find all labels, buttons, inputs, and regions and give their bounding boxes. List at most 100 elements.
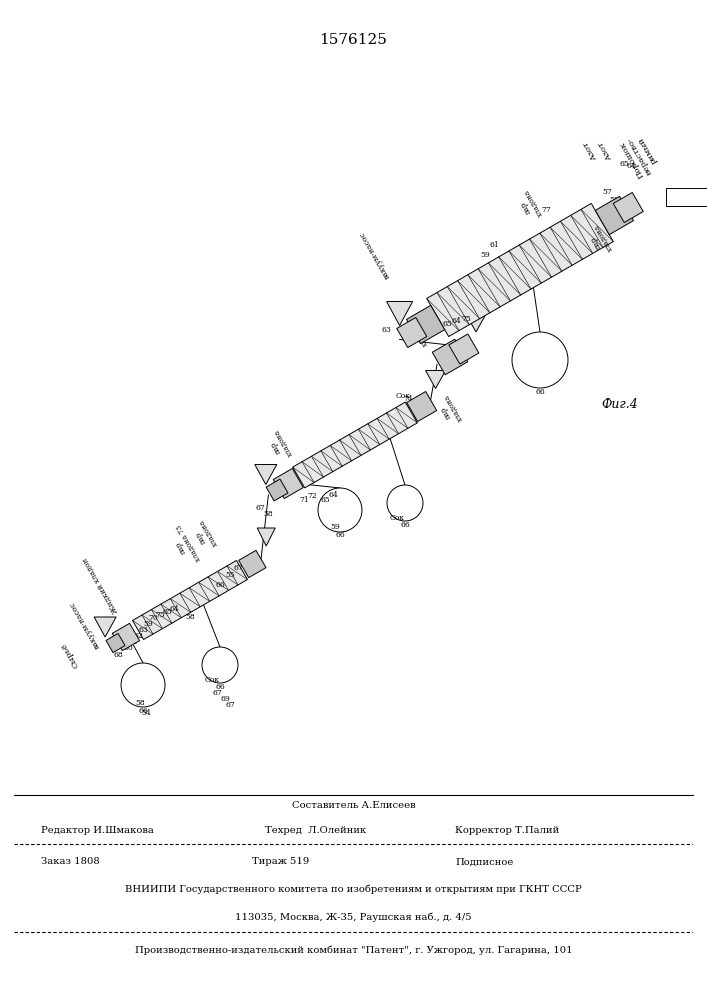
Circle shape xyxy=(512,332,568,388)
Text: 59: 59 xyxy=(143,620,153,628)
Polygon shape xyxy=(426,370,445,388)
Text: 61: 61 xyxy=(489,241,499,249)
Text: пар
хладона: пар хладона xyxy=(400,318,430,352)
Text: 61: 61 xyxy=(128,638,138,646)
Text: 67: 67 xyxy=(617,202,626,211)
Text: 65: 65 xyxy=(162,608,172,616)
Text: Производственно-издательский комбинат "Патент", г. Ужгород, ул. Гагарина, 101: Производственно-издательский комбинат "П… xyxy=(135,945,572,955)
Text: 71: 71 xyxy=(299,496,309,504)
Text: 59: 59 xyxy=(481,251,490,259)
Text: 67: 67 xyxy=(256,504,266,512)
Polygon shape xyxy=(466,314,486,332)
Polygon shape xyxy=(407,391,437,422)
Polygon shape xyxy=(397,317,427,348)
Text: 57: 57 xyxy=(602,188,612,196)
Text: 58: 58 xyxy=(609,196,619,204)
Text: 1576125: 1576125 xyxy=(319,33,387,47)
Polygon shape xyxy=(132,560,247,640)
Text: 58: 58 xyxy=(185,613,195,621)
Text: 64: 64 xyxy=(328,491,338,499)
Circle shape xyxy=(121,663,165,707)
Text: 60: 60 xyxy=(123,644,133,652)
Polygon shape xyxy=(266,479,288,501)
Polygon shape xyxy=(427,203,613,337)
Text: 64: 64 xyxy=(626,161,636,169)
Text: вакуум-насос: вакуум-насос xyxy=(68,600,102,650)
Polygon shape xyxy=(293,402,417,488)
Text: 65: 65 xyxy=(442,320,452,328)
Text: 66: 66 xyxy=(335,531,345,539)
Text: 54: 54 xyxy=(141,709,151,717)
Text: Порошок
нераство-
римый: Порошок нераство- римый xyxy=(618,130,662,180)
Text: 63: 63 xyxy=(138,626,148,634)
Text: Сок: Сок xyxy=(204,676,219,684)
Text: 58: 58 xyxy=(135,699,145,707)
Text: ВНИИПИ Государственного комитета по изобретениям и открытиям при ГКНТ СССР: ВНИИПИ Государственного комитета по изоб… xyxy=(125,885,582,894)
Text: 64: 64 xyxy=(169,605,179,613)
Polygon shape xyxy=(387,302,413,326)
Circle shape xyxy=(202,647,238,683)
Text: вакуум-насос: вакуум-насос xyxy=(358,230,392,280)
Text: Сырьё: Сырьё xyxy=(59,641,81,669)
Polygon shape xyxy=(432,339,468,375)
Text: 69: 69 xyxy=(220,695,230,703)
Polygon shape xyxy=(112,623,139,651)
Polygon shape xyxy=(255,464,277,485)
Text: 55: 55 xyxy=(225,571,235,579)
Text: пар
хладона: пар хладона xyxy=(515,188,545,222)
Text: 77: 77 xyxy=(541,206,551,214)
Text: 66: 66 xyxy=(215,581,225,589)
Text: 65: 65 xyxy=(320,496,330,504)
Text: 68: 68 xyxy=(113,651,123,659)
Circle shape xyxy=(387,485,423,521)
Text: 63: 63 xyxy=(382,326,392,334)
Text: 76: 76 xyxy=(433,323,443,331)
Text: 67: 67 xyxy=(212,689,222,697)
Text: пар
хладона: пар хладона xyxy=(435,393,465,427)
Text: Азот: Азот xyxy=(581,139,599,161)
Polygon shape xyxy=(239,550,266,578)
Text: Подписное: Подписное xyxy=(455,857,514,866)
Text: Заказ 1808: Заказ 1808 xyxy=(41,857,100,866)
Text: 75: 75 xyxy=(155,611,165,619)
Text: пар
хладона: пар хладона xyxy=(585,223,615,257)
Text: Жидкий хладон: Жидкий хладон xyxy=(81,556,119,614)
Text: Сок: Сок xyxy=(390,514,404,522)
Polygon shape xyxy=(274,468,303,499)
Text: 64: 64 xyxy=(451,317,461,325)
Text: 66: 66 xyxy=(215,683,225,691)
Bar xyxy=(665,188,707,206)
Text: 70: 70 xyxy=(148,614,158,622)
Text: пар
хладона: пар хладона xyxy=(265,428,295,462)
Text: 62: 62 xyxy=(133,632,143,640)
Polygon shape xyxy=(613,192,643,223)
Text: 113035, Москва, Ж-35, Раушская наб., д. 4/5: 113035, Москва, Ж-35, Раушская наб., д. … xyxy=(235,912,472,922)
Polygon shape xyxy=(106,633,125,653)
Text: Редактор И.Шмакова: Редактор И.Шмакова xyxy=(41,826,154,835)
Polygon shape xyxy=(407,305,445,344)
Text: 66: 66 xyxy=(535,388,545,396)
Text: 59: 59 xyxy=(330,523,340,531)
Text: 75: 75 xyxy=(461,315,471,323)
Text: 67: 67 xyxy=(225,701,235,709)
Text: 74: 74 xyxy=(404,395,414,403)
Text: 65: 65 xyxy=(620,160,629,168)
Text: 66: 66 xyxy=(400,521,410,529)
Text: Азот: Азот xyxy=(596,139,614,161)
Text: 58: 58 xyxy=(263,510,273,518)
Polygon shape xyxy=(595,196,633,235)
Text: 66: 66 xyxy=(138,707,148,715)
Circle shape xyxy=(318,488,362,532)
Text: Техред  Л.Олейник: Техред Л.Олейник xyxy=(265,826,366,835)
Text: Тираж 519: Тираж 519 xyxy=(252,857,309,866)
Text: Составитель А.Елисеев: Составитель А.Елисеев xyxy=(292,801,415,810)
Text: 72: 72 xyxy=(307,492,317,500)
Text: Фиг.4: Фиг.4 xyxy=(602,398,638,412)
Polygon shape xyxy=(449,334,479,364)
Text: пар
хладона: пар хладона xyxy=(190,518,220,552)
Text: Сок: Сок xyxy=(395,391,410,399)
Text: 67: 67 xyxy=(233,564,243,572)
Polygon shape xyxy=(94,617,116,637)
Polygon shape xyxy=(257,528,275,546)
Text: пар
хладона 73: пар хладона 73 xyxy=(168,523,203,567)
